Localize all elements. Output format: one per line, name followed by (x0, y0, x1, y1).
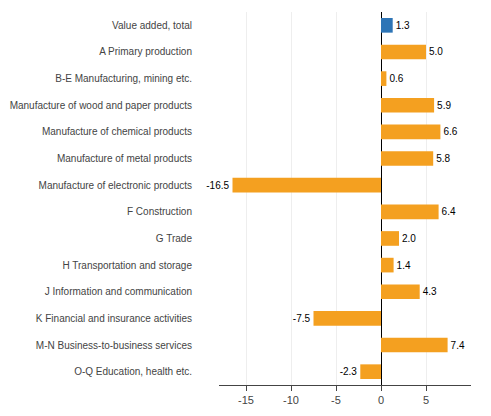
svg-text:M-N Business-to-business servi: M-N Business-to-business services (36, 340, 192, 351)
svg-text:Manufacture of electronic prod: Manufacture of electronic products (39, 180, 192, 191)
svg-text:6.4: 6.4 (442, 206, 456, 217)
svg-text:-2.3: -2.3 (340, 366, 358, 377)
svg-text:K Financial and insurance acti: K Financial and insurance activities (36, 313, 192, 324)
svg-text:7.4: 7.4 (451, 340, 465, 351)
svg-text:-10: -10 (283, 394, 299, 406)
svg-text:0: 0 (378, 394, 384, 406)
svg-text:4.3: 4.3 (423, 286, 437, 297)
svg-text:Manufacture of chemical produc: Manufacture of chemical products (42, 126, 192, 137)
svg-text:Manufacture of wood and paper: Manufacture of wood and paper products (10, 100, 192, 111)
svg-text:B-E Manufacturing, mining etc.: B-E Manufacturing, mining etc. (55, 73, 192, 84)
svg-text:-7.5: -7.5 (293, 313, 311, 324)
svg-text:5.0: 5.0 (429, 46, 443, 57)
svg-text:-15: -15 (238, 394, 254, 406)
svg-text:1.4: 1.4 (397, 260, 411, 271)
svg-text:0.6: 0.6 (389, 73, 403, 84)
svg-text:J Information and communicatio: J Information and communication (45, 286, 192, 297)
svg-text:6.6: 6.6 (443, 126, 457, 137)
svg-text:1.3: 1.3 (396, 20, 410, 31)
svg-text:F Construction: F Construction (127, 206, 192, 217)
svg-text:G Trade: G Trade (156, 233, 193, 244)
svg-text:Value added, total: Value added, total (112, 20, 192, 31)
svg-text:-16.5: -16.5 (206, 180, 229, 191)
svg-text:5.8: 5.8 (436, 153, 450, 164)
svg-text:-5: -5 (331, 394, 341, 406)
svg-text:Manufacture of metal products: Manufacture of metal products (57, 153, 192, 164)
svg-text:5: 5 (423, 394, 429, 406)
svg-text:O-Q Education, health etc.: O-Q Education, health etc. (74, 366, 192, 377)
svg-text:H Transportation and storage: H Transportation and storage (62, 260, 192, 271)
svg-text:A Primary production: A Primary production (99, 46, 192, 57)
svg-text:2.0: 2.0 (402, 233, 416, 244)
svg-text:5.9: 5.9 (437, 100, 451, 111)
